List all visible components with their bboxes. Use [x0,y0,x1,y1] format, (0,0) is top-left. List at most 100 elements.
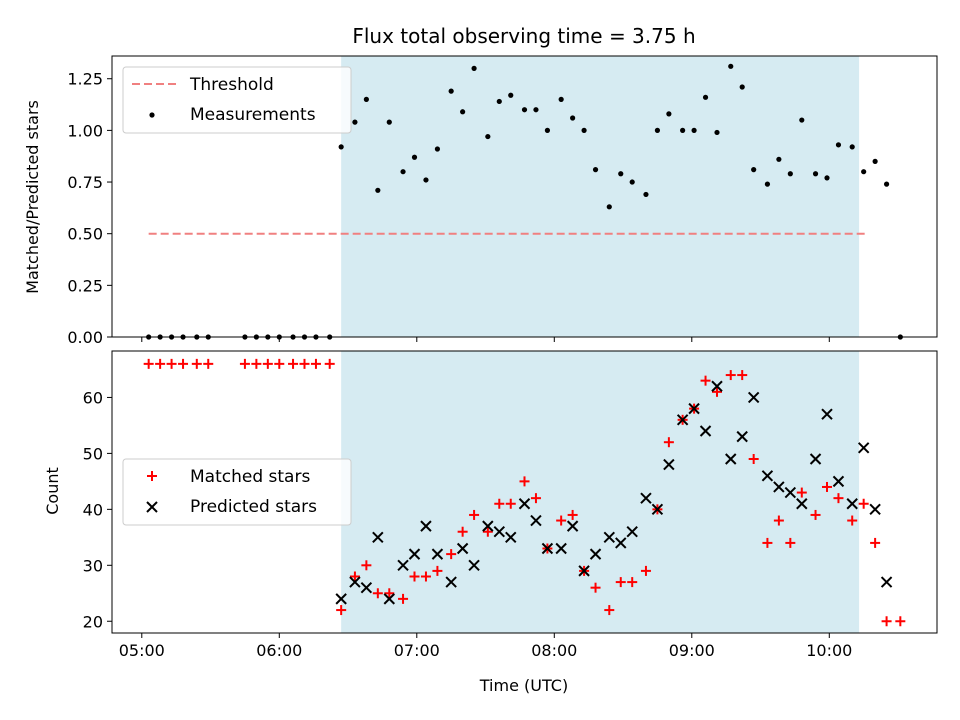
measurement-point [352,119,358,125]
measurement-point [448,88,454,94]
measurement-point [558,96,564,102]
matched-star-point [858,498,869,509]
y-tick-label: 50 [83,444,103,463]
predicted-star-point [518,498,531,510]
matched-star-point [519,476,530,487]
matched-star-point [384,588,395,599]
measurement-point [508,92,514,98]
predicted-star-point [445,576,457,588]
measurement-point [799,117,805,123]
y-tick-label: 0.75 [67,173,103,192]
matched-star-point [663,437,674,448]
measurement-point [592,167,599,173]
measurement-point [485,133,491,140]
measurement-point [629,179,635,185]
y-tick-label: 0.25 [67,276,103,295]
predicted-star-point [773,481,785,493]
measurement-point [739,84,745,90]
measurement-point [764,181,771,187]
y-tick-label: 1.00 [67,121,103,140]
predicted-star-point [541,542,554,555]
observing-window-shade [341,351,860,633]
measurement-point [400,169,406,175]
matched-star-point [725,370,736,381]
x-tick-label: 08:00 [531,641,577,660]
count-y-axis: 20 30 40 50 60 [83,388,112,631]
predicted-star-point [846,498,858,510]
measurement-point [471,65,477,71]
measurement-point [680,127,686,133]
matched-star-point [324,358,335,369]
measurement-point [861,169,867,175]
matched-star-point [143,358,154,369]
measurement-point [654,127,661,133]
y-tick-label: 0.00 [67,328,103,347]
predicted-star-point [589,548,602,560]
measurement-point [411,154,418,160]
measurement-point [423,177,429,183]
predicted-star-point [408,548,421,560]
predicted-star-point [626,526,638,538]
x-tick-label: 09:00 [669,641,715,660]
measurement-point [496,98,502,105]
measurements-legend-swatch [149,112,155,118]
measurement-point [751,167,757,173]
matched-star-point [166,358,177,369]
measurement-point [533,107,539,113]
predicted-star-point [663,458,675,471]
matched-star-point [372,588,383,599]
matched-star-point [361,560,372,571]
matched-star-point [299,358,310,369]
ratio-panel: 0.00 0.25 0.50 0.75 1.00 1.25 Flux total obse… [23,24,938,347]
predicted-star-point [349,576,361,588]
predicted-star-point [725,453,737,465]
ratio-x-axis [141,337,830,342]
matched-star-point [627,577,638,588]
y-tick-label: 1.25 [67,70,103,89]
predicted-star-point [688,402,700,415]
count-x-label: Time (UTC) [479,676,568,695]
matched-star-point [178,358,189,369]
measurement-point [581,127,587,133]
count-panel: 20 30 40 50 60 05:00 06:00 07:00 08:00 09:00 10:0… [43,350,938,695]
predicted-star-point [784,486,797,499]
measurement-point [691,127,697,133]
predicted-star-point [747,391,760,404]
matched-star-point [482,526,493,537]
matched-star-point [191,358,202,369]
y-tick-label: 30 [83,556,103,575]
x-tick-label: 10:00 [806,641,852,660]
x-tick-label: 07:00 [394,641,440,660]
count-x-axis: 05:00 06:00 07:00 08:00 09:00 10:00 [119,633,852,660]
matched-star-point [239,358,250,369]
matched-star-point [762,537,773,548]
predicted-star-point [482,520,494,532]
predicted-star-point [676,414,689,426]
predicted-star-point [493,526,505,538]
matched-star-point [288,358,299,369]
predicted-star-point [651,503,664,516]
y-tick-label: 0.50 [67,225,103,244]
measurement-point [375,187,381,193]
measurements-legend-label: Measurements [190,105,316,125]
predicted-star-point [880,576,893,588]
matched-star-point [615,577,626,588]
measurement-point [835,142,842,148]
measurement-point [702,94,709,100]
matched-star-point [567,509,578,520]
count-axes-frame [111,350,938,634]
ratio-y-label: Matched/Predicted stars [23,100,42,294]
matched-star-point [155,358,166,369]
observing-window-shade [341,56,860,337]
matched-star-point [773,515,784,526]
predicted-star-point [796,498,808,510]
ratio-y-axis: 0.00 0.25 0.50 0.75 1.00 1.25 [67,70,112,347]
threshold-legend-label: Threshold [189,75,274,95]
measurement-point [363,96,369,102]
predicted-star-point [615,537,627,549]
matched-star-point [870,537,881,548]
matched-star-point [349,571,360,582]
matched-legend-label: Matched stars [190,467,310,487]
predicted-star-point [699,425,712,437]
matched-star-point [262,358,273,369]
